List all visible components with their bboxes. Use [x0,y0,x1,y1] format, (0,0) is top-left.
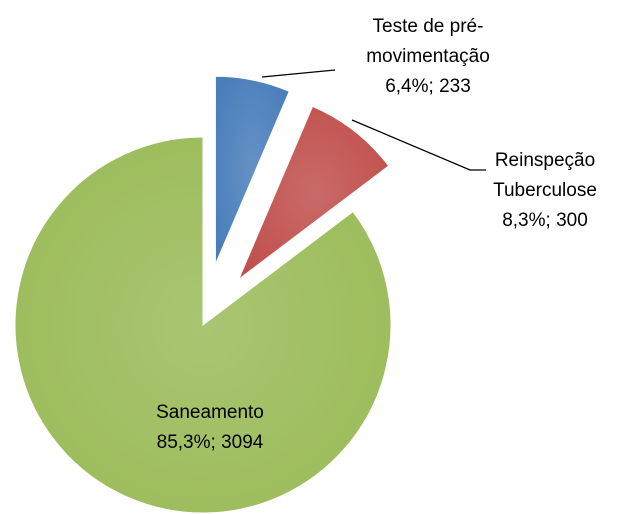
leader-line [261,69,336,78]
data-label: Reinspeção Tuberculose 8,3%; 300 [470,146,620,236]
pie-slice [214,75,290,265]
label-text: Teste de pré-movimentação [366,16,490,67]
pie-slice [237,105,390,281]
data-label: Teste de pré-movimentação 6,4%; 233 [353,12,503,102]
data-label: Saneamento 85,3%; 3094 [110,398,310,458]
pie-slice [14,136,392,514]
label-text: 85,3%; 3094 [156,432,264,453]
label-text: Saneamento [156,402,264,423]
label-text: 6,4%; 233 [385,76,471,97]
label-text: Reinspeção Tuberculose [493,150,597,201]
label-text: 8,3%; 300 [502,210,588,231]
leader-line [351,119,486,171]
